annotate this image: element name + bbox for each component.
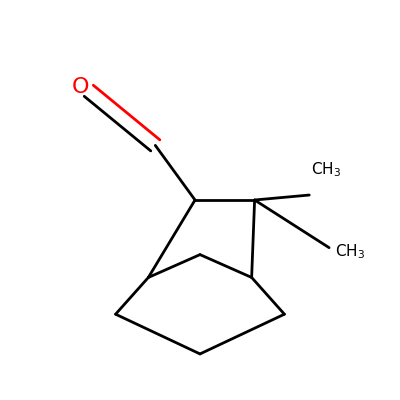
Text: CH$_3$: CH$_3$ (311, 160, 341, 179)
Text: CH$_3$: CH$_3$ (335, 242, 365, 261)
Text: O: O (71, 77, 89, 97)
